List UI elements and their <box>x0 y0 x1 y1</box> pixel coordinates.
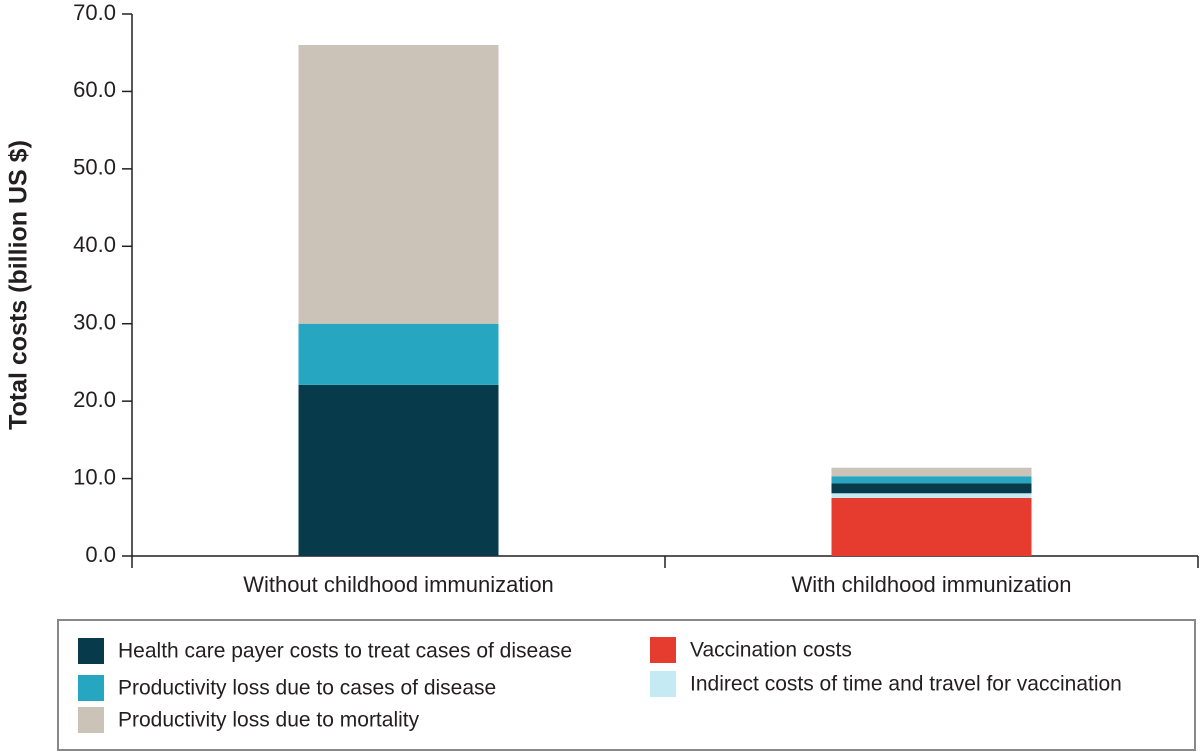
y-tick-label: 60.0 <box>73 77 116 102</box>
y-axis-title: Total costs (billion US $) <box>5 140 33 430</box>
y-tick-label: 0.0 <box>85 542 116 567</box>
legend-swatch <box>650 671 676 697</box>
legend-label: Productivity loss due to mortality <box>118 709 420 732</box>
y-tick-label: 10.0 <box>73 464 116 489</box>
x-tick-label: With childhood immunization <box>791 572 1071 597</box>
legend-label: Vaccination costs <box>690 639 852 662</box>
bar-segment <box>831 476 1032 484</box>
x-tick-label: Without childhood immunization <box>243 572 554 597</box>
y-tick-label: 40.0 <box>73 232 116 257</box>
y-tick-label: 20.0 <box>73 387 116 412</box>
legend-label: Productivity loss due to cases of diseas… <box>118 677 496 700</box>
legend-box <box>57 619 1196 751</box>
bar-segment <box>298 44 499 324</box>
y-tick-label: 30.0 <box>73 310 116 335</box>
bar-segment <box>831 467 1032 477</box>
legend-label: Indirect costs of time and travel for va… <box>690 673 1122 696</box>
bar-segment <box>298 384 499 556</box>
y-tick-label: 70.0 <box>73 0 116 25</box>
legend-swatch <box>78 707 104 733</box>
bar-segment <box>831 497 1032 556</box>
legend-swatch <box>650 637 676 663</box>
legend-swatch <box>78 675 104 701</box>
bar-segment <box>298 323 499 385</box>
bar-segment <box>831 483 1032 494</box>
legend-swatch <box>78 638 104 664</box>
y-tick-label: 50.0 <box>73 155 116 180</box>
legend-label: Health care payer costs to treat cases o… <box>118 640 572 663</box>
bar-segment <box>831 493 1032 498</box>
